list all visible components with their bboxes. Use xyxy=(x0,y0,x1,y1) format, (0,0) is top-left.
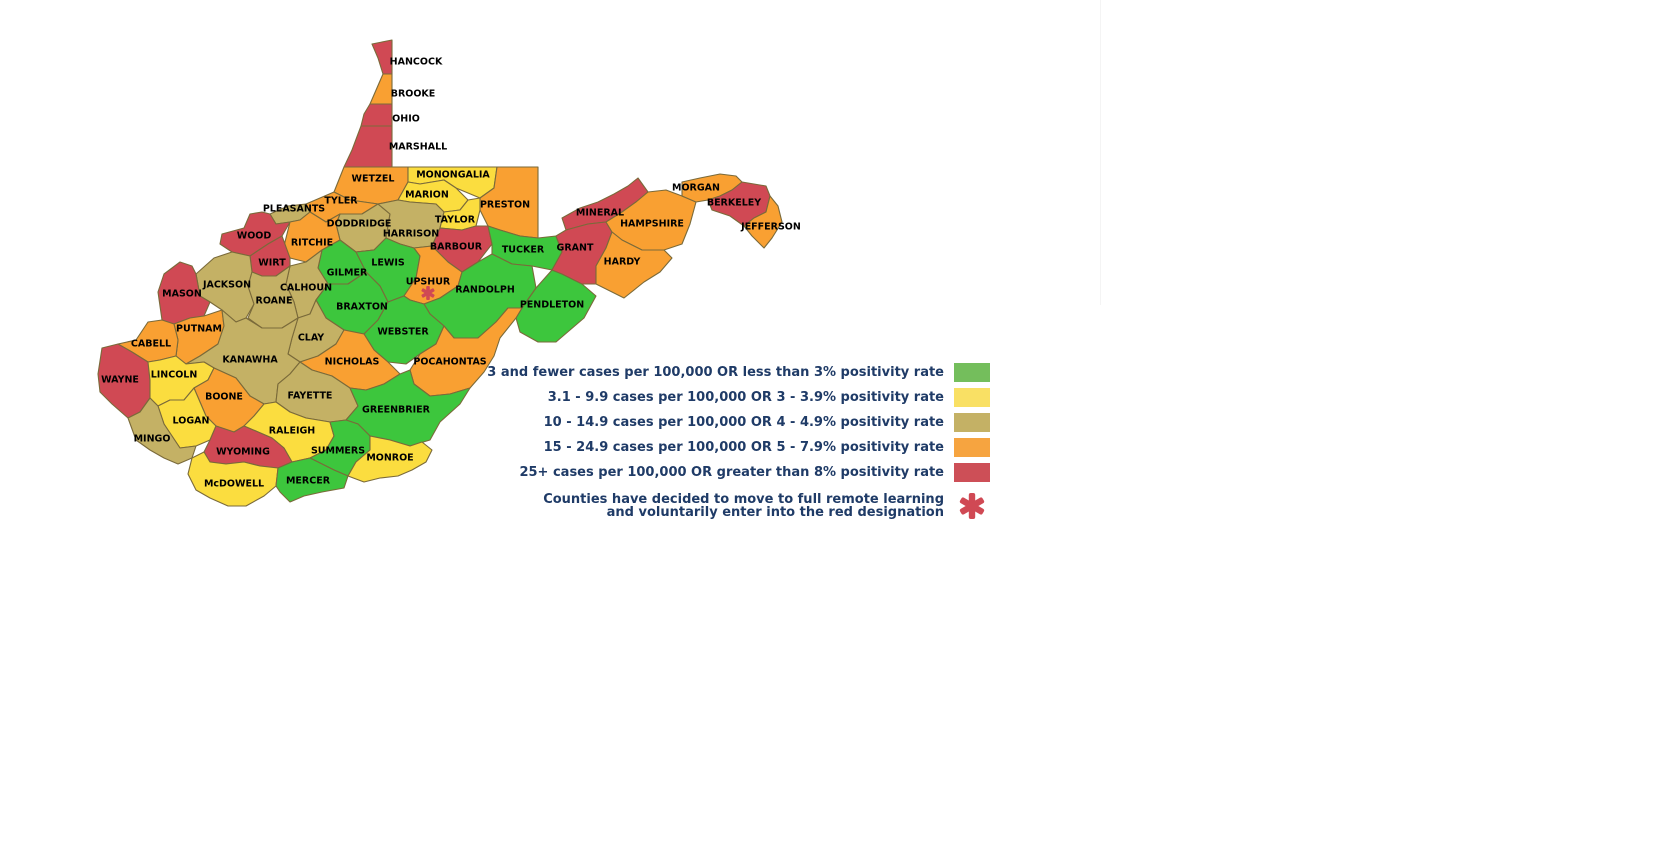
county-label-jefferson: JEFFERSON xyxy=(740,222,801,233)
asterisk-icon xyxy=(954,491,990,521)
county-label-tucker: TUCKER xyxy=(502,245,545,256)
county-label-kanawha: KANAWHA xyxy=(222,355,278,366)
legend-item-remote: Counties have decided to move to full re… xyxy=(500,488,990,524)
county-label-jackson: JACKSON xyxy=(202,280,251,291)
county-label-mineral: MINERAL xyxy=(576,208,624,219)
legend-remote-line-2: and voluntarily enter into the red desig… xyxy=(606,505,944,520)
legend-swatch-green xyxy=(954,363,990,382)
county-jefferson xyxy=(743,195,783,249)
county-label-wayne: WAYNE xyxy=(101,375,139,386)
county-label-wetzel: WETZEL xyxy=(352,174,395,185)
county-label-putnam: PUTNAM xyxy=(176,324,222,335)
county-label-harrison: HARRISON xyxy=(383,229,439,240)
county-label-grant: GRANT xyxy=(557,243,594,254)
county-monroe xyxy=(347,435,433,483)
legend-label: 25+ cases per 100,000 OR greater than 8%… xyxy=(519,465,944,480)
county-label-wirt: WIRT xyxy=(258,258,286,269)
county-label-summers: SUMMERS xyxy=(311,446,365,457)
legend-label: 10 - 14.9 cases per 100,000 OR 4 - 4.9% … xyxy=(543,415,944,430)
county-label-lincoln: LINCOLN xyxy=(151,370,198,381)
county-label-hampshire: HAMPSHIRE xyxy=(620,219,684,230)
legend-item-gold: 10 - 14.9 cases per 100,000 OR 4 - 4.9% … xyxy=(500,410,990,435)
county-layer xyxy=(97,39,783,507)
county-label-mercer: MERCER xyxy=(286,476,331,487)
county-label-pendleton: PENDLETON xyxy=(520,300,584,311)
county-label-morgan: MORGAN xyxy=(672,183,720,194)
county-label-preston: PRESTON xyxy=(480,200,530,211)
county-label-marion: MARION xyxy=(405,190,449,201)
legend: 3 and fewer cases per 100,000 OR less th… xyxy=(487,360,990,524)
county-label-braxton: BRAXTON xyxy=(336,302,388,313)
county-mingo xyxy=(127,397,197,465)
county-brooke xyxy=(369,73,393,105)
legend-label: 15 - 24.9 cases per 100,000 OR 5 - 7.9% … xyxy=(543,440,944,455)
legend-swatch-red xyxy=(954,463,990,482)
legend-remote-label: Counties have decided to move to full re… xyxy=(524,493,944,519)
county-hardy xyxy=(595,231,673,299)
legend-item-yellow: 3.1 - 9.9 cases per 100,000 OR 3 - 3.9% … xyxy=(500,385,990,410)
county-label-pocahontas: POCAHONTAS xyxy=(413,357,486,368)
county-label-monongalia: MONONGALIA xyxy=(416,170,490,181)
county-label-taylor: TAYLOR xyxy=(435,215,476,226)
county-label-logan: LOGAN xyxy=(173,416,210,427)
legend-swatch-yellow xyxy=(954,388,990,407)
legend-item-red: 25+ cases per 100,000 OR greater than 8%… xyxy=(500,460,990,485)
county-label-clay: CLAY xyxy=(298,333,324,344)
county-label-hancock: HANCOCK xyxy=(390,57,443,68)
legend-item-orange: 15 - 24.9 cases per 100,000 OR 5 - 7.9% … xyxy=(500,435,990,460)
legend-label: 3.1 - 9.9 cases per 100,000 OR 3 - 3.9% … xyxy=(547,390,944,405)
county-label-calhoun: CALHOUN xyxy=(280,283,332,294)
county-label-tyler: TYLER xyxy=(324,196,358,207)
county-label-doddridge: DODDRIDGE xyxy=(327,219,392,230)
county-label-brooke: BROOKE xyxy=(391,89,436,100)
county-label-roane: ROANE xyxy=(256,296,293,307)
county-label-hardy: HARDY xyxy=(604,257,641,268)
county-label-fayette: FAYETTE xyxy=(288,391,333,402)
county-label-lewis: LEWIS xyxy=(371,258,405,269)
county-label-wood: WOOD xyxy=(237,231,272,242)
county-label-webster: WEBSTER xyxy=(377,327,429,338)
legend-swatch-orange xyxy=(954,438,990,457)
legend-swatch-gold xyxy=(954,413,990,432)
west-virginia-county-map: HANCOCK BROOKE OHIO MARSHALL WETZEL MONONGALI… xyxy=(97,39,801,507)
county-label-mingo: MINGO xyxy=(134,434,171,445)
county-label-barbour: BARBOUR xyxy=(430,242,483,253)
county-label-raleigh: RALEIGH xyxy=(269,426,316,437)
county-label-mcdowell: McDOWELL xyxy=(204,479,264,490)
county-label-cabell: CABELL xyxy=(131,339,171,350)
county-ohio xyxy=(360,103,393,127)
panel-divider xyxy=(1100,0,1101,305)
legend-remote-line-1: Counties have decided to move to full re… xyxy=(543,492,944,507)
county-marshall xyxy=(343,125,393,168)
legend-item-green: 3 and fewer cases per 100,000 OR less th… xyxy=(487,360,990,385)
county-label-monroe: MONROE xyxy=(366,453,413,464)
county-label-mason: MASON xyxy=(162,289,202,300)
county-label-boone: BOONE xyxy=(205,392,243,403)
remote-learning-asterisk-icon xyxy=(421,286,435,300)
county-label-ritchie: RITCHIE xyxy=(291,238,333,249)
legend-label: 3 and fewer cases per 100,000 OR less th… xyxy=(487,365,944,380)
county-label-ohio: OHIO xyxy=(392,114,420,125)
county-label-randolph: RANDOLPH xyxy=(455,285,515,296)
label-layer: HANCOCK BROOKE OHIO MARSHALL WETZEL MONONGALI… xyxy=(101,57,801,490)
county-label-upshur: UPSHUR xyxy=(406,277,451,288)
county-label-greenbrier: GREENBRIER xyxy=(362,405,431,416)
county-label-nicholas: NICHOLAS xyxy=(325,357,380,368)
county-mercer xyxy=(275,457,349,503)
county-label-wyoming: WYOMING xyxy=(216,447,270,458)
remote-marker-layer xyxy=(421,286,435,300)
county-label-berkeley: BERKELEY xyxy=(707,198,761,209)
county-label-marshall: MARSHALL xyxy=(389,142,447,153)
county-label-pleasants: PLEASANTS xyxy=(263,204,325,215)
county-label-gilmer: GILMER xyxy=(327,268,368,279)
county-webster xyxy=(363,295,445,365)
